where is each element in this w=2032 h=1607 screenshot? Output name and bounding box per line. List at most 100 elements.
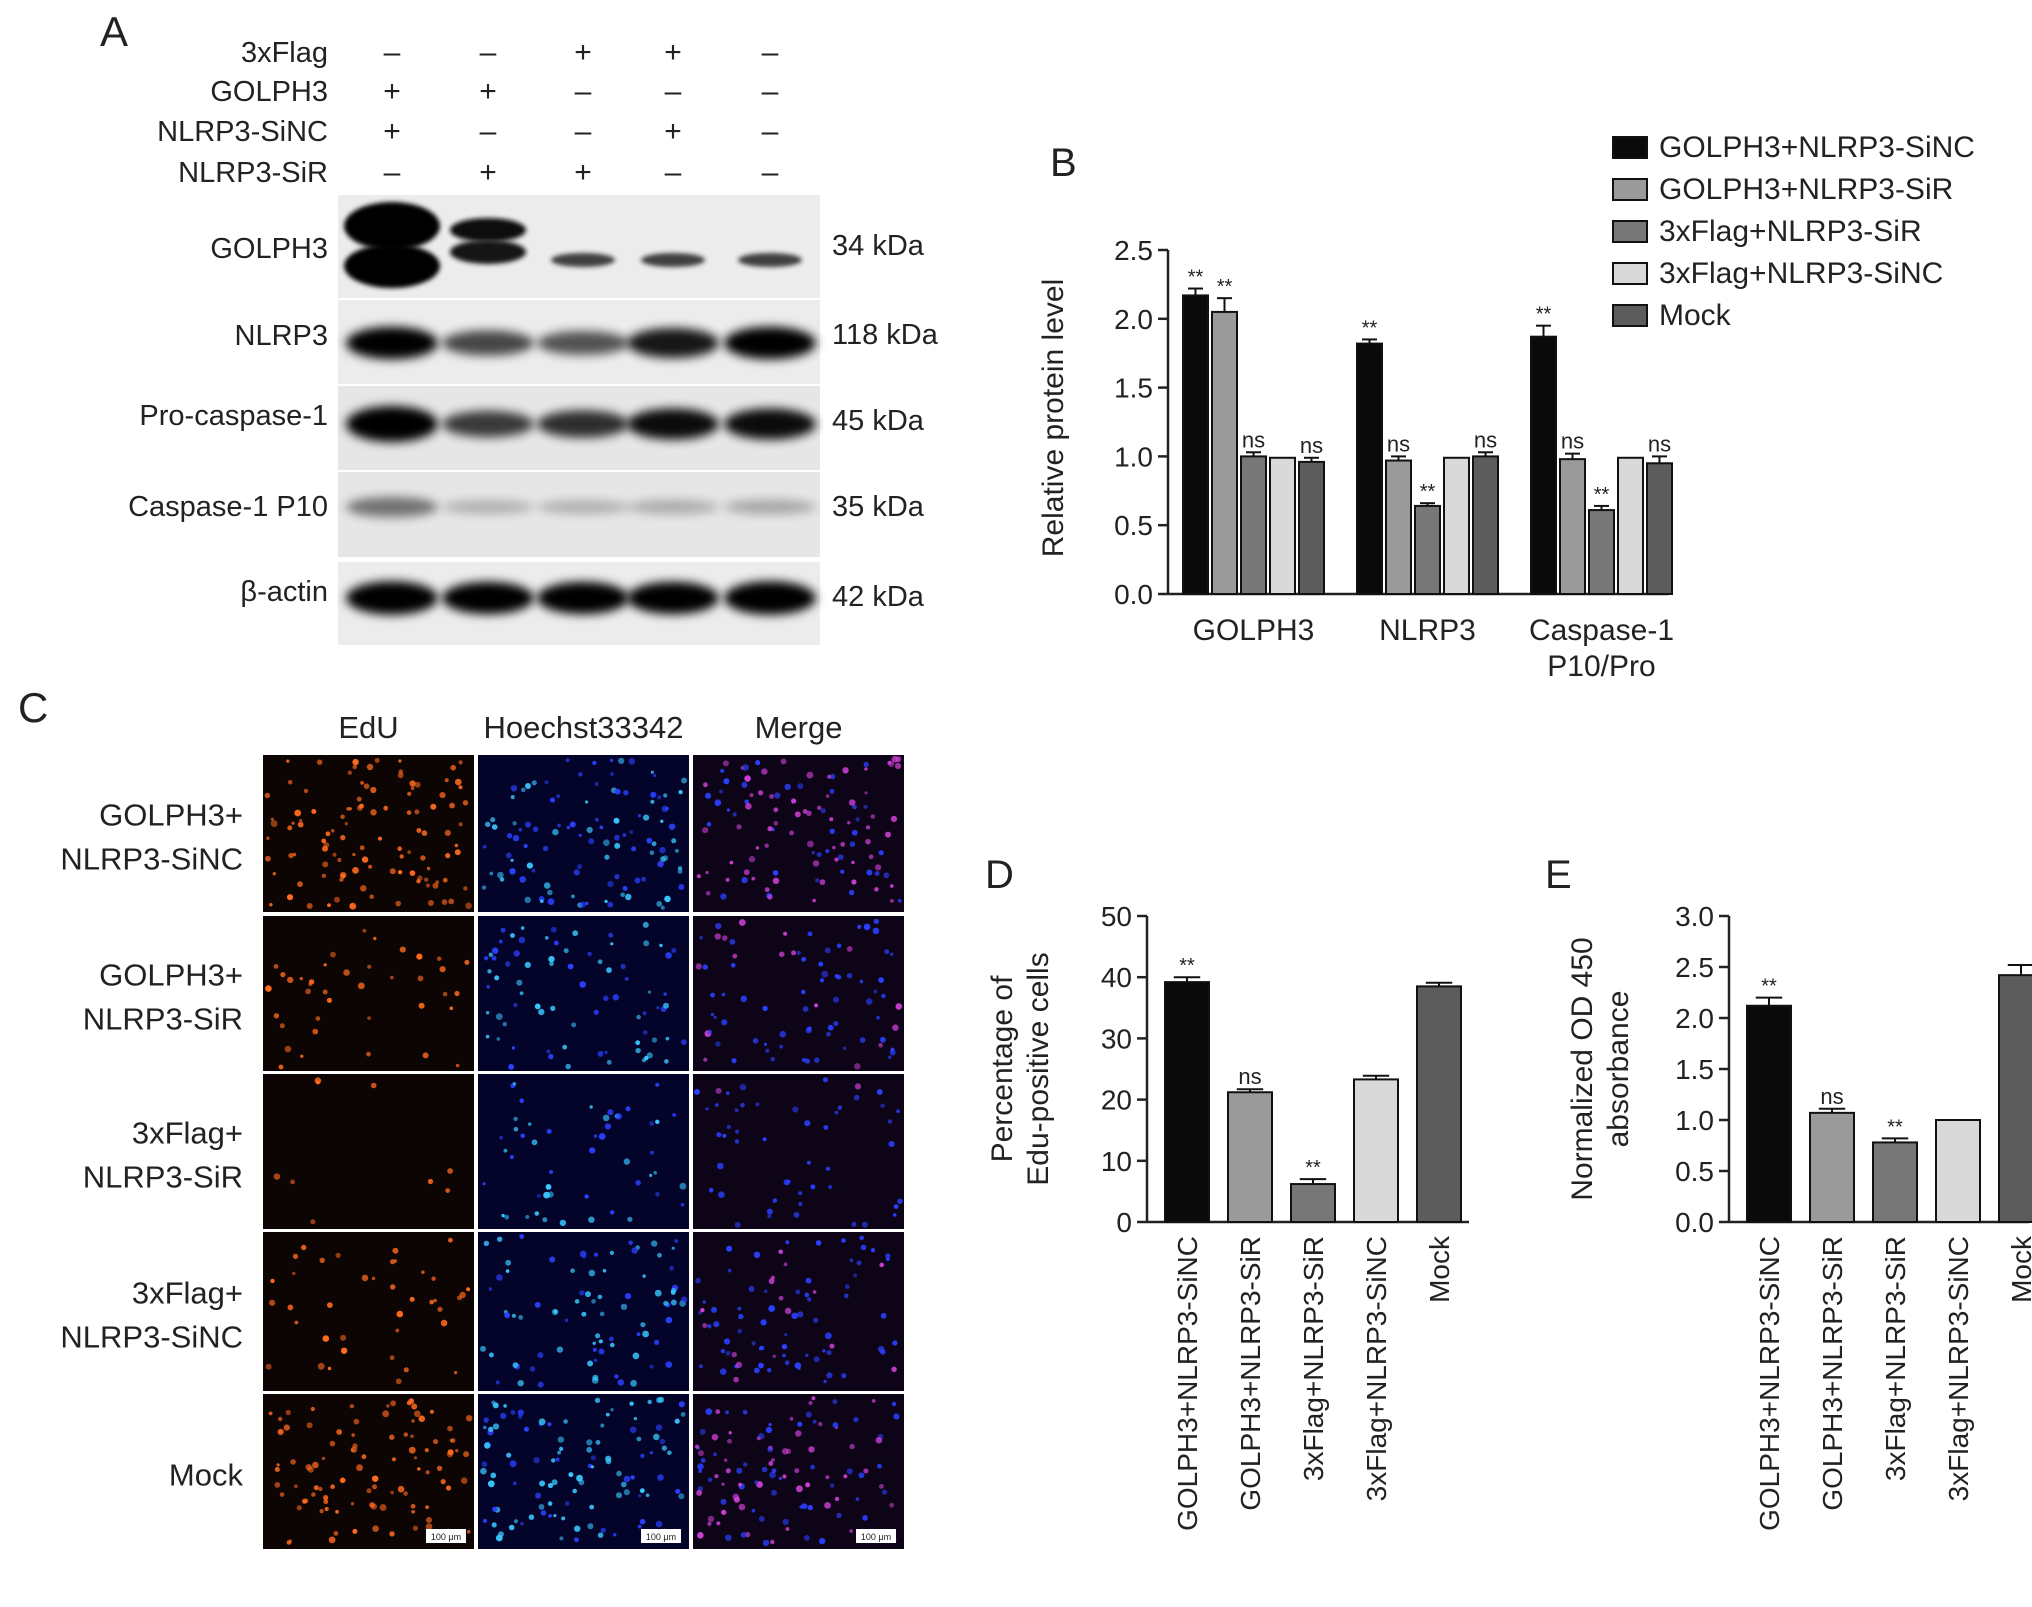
cell-nucleus [846, 973, 853, 979]
cell-nucleus [860, 1244, 867, 1251]
cell-nucleus [588, 838, 595, 845]
cell-nucleus [769, 1471, 776, 1479]
panel-label-b: B [1050, 141, 1077, 185]
row-label: 3xFlag+ NLRP3-SiR [83, 1116, 243, 1195]
cell-nucleus [727, 1268, 732, 1273]
cell-nucleus [457, 1295, 462, 1301]
cell-nucleus [637, 1524, 642, 1529]
blot-band [450, 218, 526, 242]
cell-nucleus [535, 1492, 542, 1499]
cell-nucleus [720, 768, 725, 773]
cell-nucleus [651, 1037, 658, 1043]
cell-nucleus [785, 1240, 790, 1245]
cell-nucleus [426, 866, 431, 871]
cell-nucleus [363, 783, 370, 789]
cell-nucleus [597, 1050, 604, 1057]
cell-nucleus [628, 1240, 633, 1246]
cell-nucleus [863, 761, 869, 768]
cell-nucleus [418, 1415, 426, 1422]
cell-nucleus [641, 1058, 647, 1063]
cell-nucleus [715, 923, 722, 930]
cell-nucleus [825, 1166, 830, 1171]
cell-nucleus [447, 1425, 453, 1432]
cell-nucleus [595, 1440, 601, 1445]
cell-nucleus [265, 855, 271, 862]
cell-nucleus [665, 1036, 670, 1041]
cell-nucleus [549, 1256, 556, 1263]
cell-nucleus [768, 1278, 775, 1285]
cell-nucleus [806, 771, 814, 779]
cell-nucleus [430, 803, 437, 810]
blot-band [346, 496, 438, 518]
cell-nucleus [557, 1450, 561, 1455]
cell-nucleus [698, 1469, 702, 1473]
cell-nucleus [861, 1221, 868, 1228]
cell-nucleus [639, 1518, 646, 1525]
cell-nucleus [585, 1291, 591, 1298]
cell-nucleus [312, 1028, 319, 1035]
column-header: Hoechst33342 [484, 710, 684, 745]
x-category-label: Mock [2006, 1235, 2032, 1303]
x-category-label-line: P10/Pro [1547, 650, 1655, 683]
cell-nucleus [335, 1510, 339, 1514]
cell-nucleus [702, 827, 709, 834]
cell-nucleus [705, 1408, 713, 1415]
cell-nucleus [357, 982, 365, 990]
cell-nucleus [804, 1058, 811, 1064]
cell-nucleus [707, 1324, 712, 1329]
cell-nucleus [714, 1474, 719, 1479]
cell-nucleus [361, 1274, 369, 1282]
cell-nucleus [292, 1253, 299, 1259]
cell-nucleus [597, 1532, 604, 1538]
cell-nucleus [653, 773, 657, 778]
cell-nucleus [411, 1510, 415, 1514]
cell-nucleus [805, 1353, 809, 1358]
cell-nucleus [389, 1355, 395, 1361]
cell-nucleus [299, 977, 303, 981]
cell-nucleus [332, 852, 337, 857]
cell-nucleus [834, 1110, 839, 1115]
cell-nucleus [778, 1295, 784, 1301]
cell-nucleus [466, 1415, 473, 1422]
cell-nucleus [725, 1468, 731, 1474]
cell-nucleus [503, 1404, 507, 1408]
row-label-line: NLRP3-SiNC [60, 1320, 243, 1355]
cell-nucleus [795, 1289, 801, 1295]
cell-nucleus [639, 1488, 645, 1494]
cell-nucleus [864, 791, 868, 795]
cell-nucleus [502, 1021, 507, 1027]
cell-nucleus [425, 1470, 430, 1475]
cell-nucleus [340, 1347, 348, 1354]
blot-size-label: 35 kDa [832, 491, 925, 523]
cell-nucleus [533, 1456, 540, 1464]
cell-nucleus [496, 1274, 503, 1281]
cell-nucleus [303, 788, 309, 794]
cell-nucleus [442, 991, 448, 997]
cell-nucleus [291, 821, 295, 825]
cell-nucleus [829, 773, 836, 780]
cell-nucleus [791, 798, 797, 804]
cell-nucleus [441, 899, 448, 905]
cell-nucleus [610, 772, 614, 776]
cell-nucleus [605, 1458, 612, 1465]
cell-nucleus [603, 839, 610, 846]
blot-size-label: 45 kDa [832, 405, 925, 437]
cell-nucleus [390, 1284, 396, 1290]
cell-nucleus [590, 1465, 595, 1469]
bar [1588, 509, 1615, 595]
cell-nucleus [336, 1429, 343, 1435]
cell-nucleus [492, 1423, 500, 1430]
cell-nucleus [735, 1129, 740, 1134]
cell-nucleus [859, 1037, 866, 1043]
blot-band [346, 406, 438, 442]
cell-nucleus [542, 845, 549, 852]
cell-nucleus [719, 789, 723, 794]
cell-nucleus [871, 1399, 876, 1403]
cell-nucleus [397, 846, 403, 851]
cell-nucleus [723, 778, 730, 785]
y-tick-label: 2.5 [1114, 235, 1153, 266]
cell-nucleus [512, 835, 520, 842]
legend-swatch [1612, 304, 1648, 327]
panel-label-d: D [985, 853, 1014, 897]
cell-nucleus [742, 764, 749, 771]
